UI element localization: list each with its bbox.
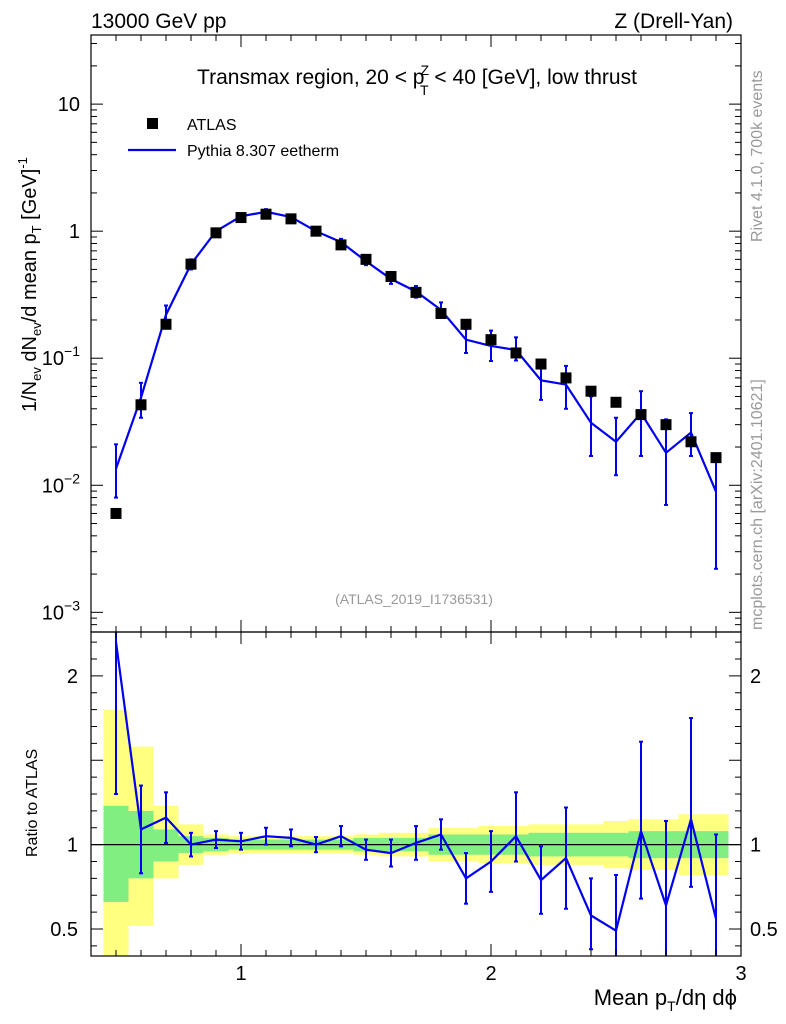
ratio-y-tick-label: 2 bbox=[67, 666, 78, 688]
y-axis-label-sub2: ev bbox=[29, 322, 44, 336]
atlas-data-point bbox=[660, 419, 672, 431]
mcplots-label: mcplots.cern.ch [arXiv:2401.10621] bbox=[749, 379, 766, 630]
main-y-tick-label: 10−3 bbox=[42, 597, 80, 624]
atlas-data-point bbox=[410, 286, 422, 298]
atlas-data-point bbox=[260, 208, 272, 220]
x-axis-label-sub: T bbox=[667, 998, 676, 1014]
atlas-data-point bbox=[585, 385, 597, 397]
atlas-data-point bbox=[310, 225, 322, 237]
main-data-layer bbox=[110, 208, 722, 570]
legend-mc-label: Pythia 8.307 eetherm bbox=[187, 143, 339, 160]
legend-atlas-label: ATLAS bbox=[187, 117, 237, 134]
analysis-id: (ATLAS_2019_I1736531) bbox=[335, 591, 493, 607]
atlas-data-point bbox=[110, 507, 122, 519]
atlas-data-point bbox=[685, 436, 697, 448]
x-axis-label-b: /d bbox=[676, 985, 694, 1010]
chart-title-sup: Z bbox=[420, 62, 429, 78]
ratio-stat-band bbox=[103, 805, 129, 902]
chart-title-prefix: Transmax region, 20 < p bbox=[197, 66, 424, 89]
main-y-tick-label: 10−2 bbox=[42, 470, 80, 497]
main-y-tick-label-base: 10 bbox=[42, 348, 64, 370]
y-axis-label-a: 1/N bbox=[19, 381, 41, 412]
atlas-data-point bbox=[385, 270, 397, 282]
y-axis-label-b: dN bbox=[19, 336, 41, 367]
atlas-data-point bbox=[485, 334, 497, 346]
atlas-data-point bbox=[335, 239, 347, 251]
main-y-tick-label: 10−1 bbox=[42, 343, 80, 370]
main-y-tick-label-exp: −1 bbox=[64, 343, 80, 359]
ratio-y-axis-label: Ratio to ATLAS bbox=[24, 749, 41, 857]
atlas-data-point bbox=[710, 452, 722, 464]
legend-atlas-marker bbox=[147, 118, 158, 129]
y-axis-label-c: /d mean p bbox=[19, 233, 41, 322]
chart-title-sub: T bbox=[420, 82, 429, 98]
main-y-tick-label-exp: −2 bbox=[64, 470, 80, 486]
ratio-y-tick-label: 1 bbox=[67, 835, 78, 857]
ratio-y-tick-label: 0.5 bbox=[50, 919, 78, 941]
ratio-y-tick-label-right: 0.5 bbox=[750, 919, 778, 941]
atlas-data-point bbox=[610, 396, 622, 408]
chart-title: Transmax region, 20 < pZ T < 40 [GeV], lo… bbox=[197, 62, 637, 98]
x-tick-label: 3 bbox=[735, 963, 746, 985]
x-axis-label: Mean pT/dη dϕ bbox=[594, 985, 737, 1014]
atlas-data-point bbox=[435, 307, 447, 319]
chart-title-suffix: < 40 [GeV], low thrust bbox=[429, 66, 638, 89]
main-y-tick-label-base: 10 bbox=[42, 475, 64, 497]
ratio-axes-layer: 0.5 0.5 1 1 2 2 1 2 3 bbox=[50, 632, 778, 985]
main-y-tick-label: 1 bbox=[69, 221, 80, 243]
ratio-data-layer bbox=[91, 632, 741, 956]
legend: ATLAS Pythia 8.307 eetherm bbox=[128, 117, 339, 160]
x-axis-label-eta: η bbox=[694, 985, 706, 1010]
y-axis-label: 1/Nev dNev/d mean pT [GeV]-1 bbox=[15, 157, 44, 412]
y-axis-label-d: [GeV] bbox=[19, 169, 41, 226]
y-axis-label-sub3: T bbox=[29, 225, 44, 233]
atlas-data-point bbox=[510, 347, 522, 359]
atlas-data-point bbox=[360, 253, 372, 265]
mc-series-line bbox=[114, 210, 718, 493]
y-axis-label-sub1: ev bbox=[29, 367, 44, 381]
ratio-y-tick-label-right: 2 bbox=[750, 666, 761, 688]
main-y-tick-label-base: 10 bbox=[42, 602, 64, 624]
atlas-data-point bbox=[135, 399, 147, 411]
x-axis-label-phi: ϕ bbox=[725, 985, 737, 1010]
header-right: Z (Drell-Yan) bbox=[614, 10, 733, 33]
atlas-data-point bbox=[535, 358, 547, 370]
x-axis-label-a: Mean p bbox=[594, 985, 667, 1010]
x-tick-label: 1 bbox=[235, 963, 246, 985]
atlas-data-point bbox=[560, 372, 572, 384]
rivet-label: Rivet 4.1.0, 700k events bbox=[749, 70, 766, 242]
main-y-tick-label: 10 bbox=[58, 94, 80, 116]
atlas-data-point bbox=[210, 227, 222, 239]
atlas-data-point bbox=[460, 318, 472, 330]
atlas-data-point bbox=[185, 258, 197, 270]
y-axis-label-sup: -1 bbox=[15, 157, 30, 169]
ratio-y-tick-label-right: 1 bbox=[750, 835, 761, 857]
ratio-panel: 0.5 0.5 1 1 2 2 1 2 3 Ratio to ATLAS bbox=[24, 631, 778, 985]
header-left: 13000 GeV pp bbox=[91, 10, 226, 33]
ratio-series-line bbox=[114, 641, 718, 933]
x-axis-label-c: d bbox=[706, 985, 724, 1010]
atlas-data-point bbox=[635, 409, 647, 421]
atlas-data-point bbox=[235, 212, 247, 224]
atlas-data-point bbox=[160, 318, 172, 330]
ratio-frame bbox=[90, 631, 742, 957]
atlas-data-point bbox=[285, 213, 297, 225]
x-tick-label: 2 bbox=[485, 963, 496, 985]
main-y-tick-label-exp: −3 bbox=[64, 597, 80, 613]
